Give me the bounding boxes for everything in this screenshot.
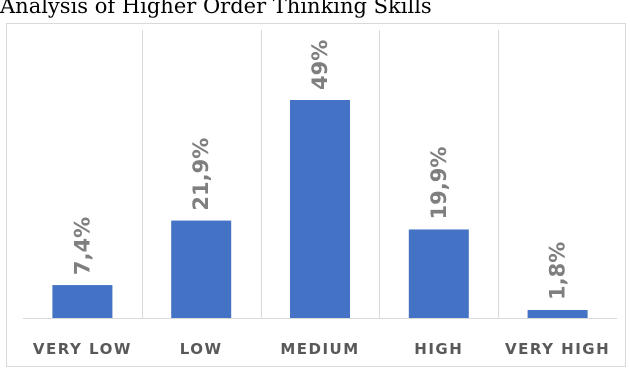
category-label-3: HIGH xyxy=(414,340,463,358)
bar-0 xyxy=(52,285,113,318)
chart-title: Analysis of Higher Order Thinking Skills xyxy=(0,0,432,18)
data-label-3: 19,9% xyxy=(427,147,451,220)
category-label-0: VERY LOW xyxy=(33,340,132,358)
category-label-2: MEDIUM xyxy=(280,340,359,358)
bar-1 xyxy=(171,220,232,318)
data-label-2: 49% xyxy=(308,40,332,90)
data-label-1: 21,9% xyxy=(189,138,213,211)
bar-2 xyxy=(290,100,350,318)
category-label-1: LOW xyxy=(180,340,223,358)
data-label-4: 1,8% xyxy=(546,242,570,300)
data-label-0: 7,4% xyxy=(70,217,94,275)
category-label-4: VERY HIGH xyxy=(505,340,610,358)
bar-4 xyxy=(527,309,588,318)
bar-3 xyxy=(408,229,469,318)
